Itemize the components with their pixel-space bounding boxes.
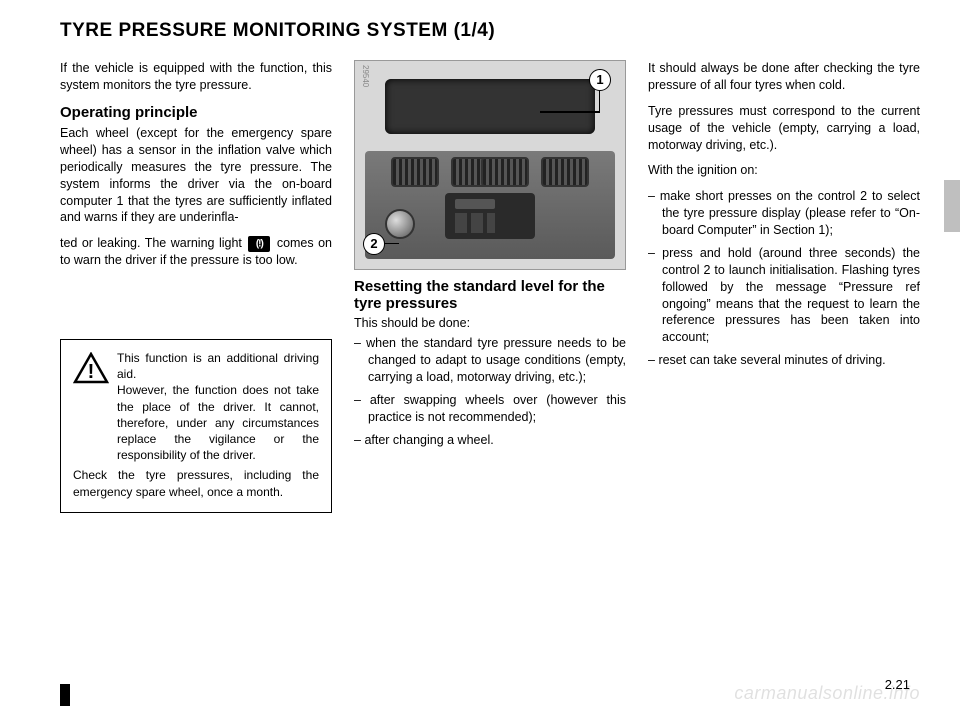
figure-ref-number: 29540 [359,65,370,87]
resetting-list: when the standard tyre pressure needs to… [354,335,626,448]
warning-text-2: However, the function does not take the … [117,383,319,462]
warning-box: ! This function is an additional driving… [60,339,332,513]
dashboard-display-screen [385,79,595,134]
callout-1: 1 [589,69,611,91]
tyre-pressure-warning-icon [248,236,270,252]
resetting-heading: Resetting the standard level for the tyr… [354,278,626,313]
column-right: It should always be done after checking … [648,60,920,640]
callout-1-line [540,111,600,113]
svg-text:!: ! [88,361,95,383]
list-item: press and hold (around three seconds) th… [648,245,920,346]
list-item: reset can take several minutes of drivin… [648,352,920,369]
col3-p2: Tyre pressures must correspond to the cu… [648,103,920,154]
dashboard-figure: 29540 1 2 [354,60,626,270]
control-knob [385,209,415,239]
column-middle: 29540 1 2 Resetting the standard [354,60,626,640]
warning-triangle-icon: ! [73,352,109,384]
list-item: after swapping wheels over (however this… [354,392,626,426]
principle-text-2a: ted or leaking. The warning light [60,236,242,250]
operating-principle-heading: Operating principle [60,103,332,123]
content-columns: If the vehicle is equipped with the func… [60,60,920,640]
watermark-text: carmanualsonline.info [734,683,920,704]
intro-text: If the vehicle is equipped with the func… [60,60,332,94]
list-item: make short presses on the control 2 to s… [648,188,920,239]
warning-text-3: Check the tyre pressures, including the … [73,467,319,499]
crop-mark [60,684,70,706]
dashboard-centre-console [365,151,615,259]
principle-text-2: ted or leaking. The warning light comes … [60,235,332,269]
air-vent-icon [391,157,439,187]
callout-2-line [385,243,399,245]
callout-2: 2 [363,233,385,255]
list-item: when the standard tyre pressure needs to… [354,335,626,386]
resetting-lead: This should be done: [354,315,626,332]
air-vent-icon [541,157,589,187]
side-tab-marker [944,180,960,232]
page-title: TYRE PRESSURE MONITORING SYSTEM (1/4) [60,20,920,42]
column-left: If the vehicle is equipped with the func… [60,60,332,640]
col3-p3: With the ignition on: [648,162,920,179]
callout-1-line [599,91,601,111]
ignition-list: make short presses on the control 2 to s… [648,188,920,369]
col3-p1: It should always be done after checking … [648,60,920,94]
air-vent-icon [481,157,529,187]
principle-text-1: Each wheel (except for the emergency spa… [60,125,332,226]
warning-text-1: This function is an additional driving a… [117,351,319,381]
radio-unit [445,193,535,239]
list-item: after changing a wheel. [354,432,626,449]
